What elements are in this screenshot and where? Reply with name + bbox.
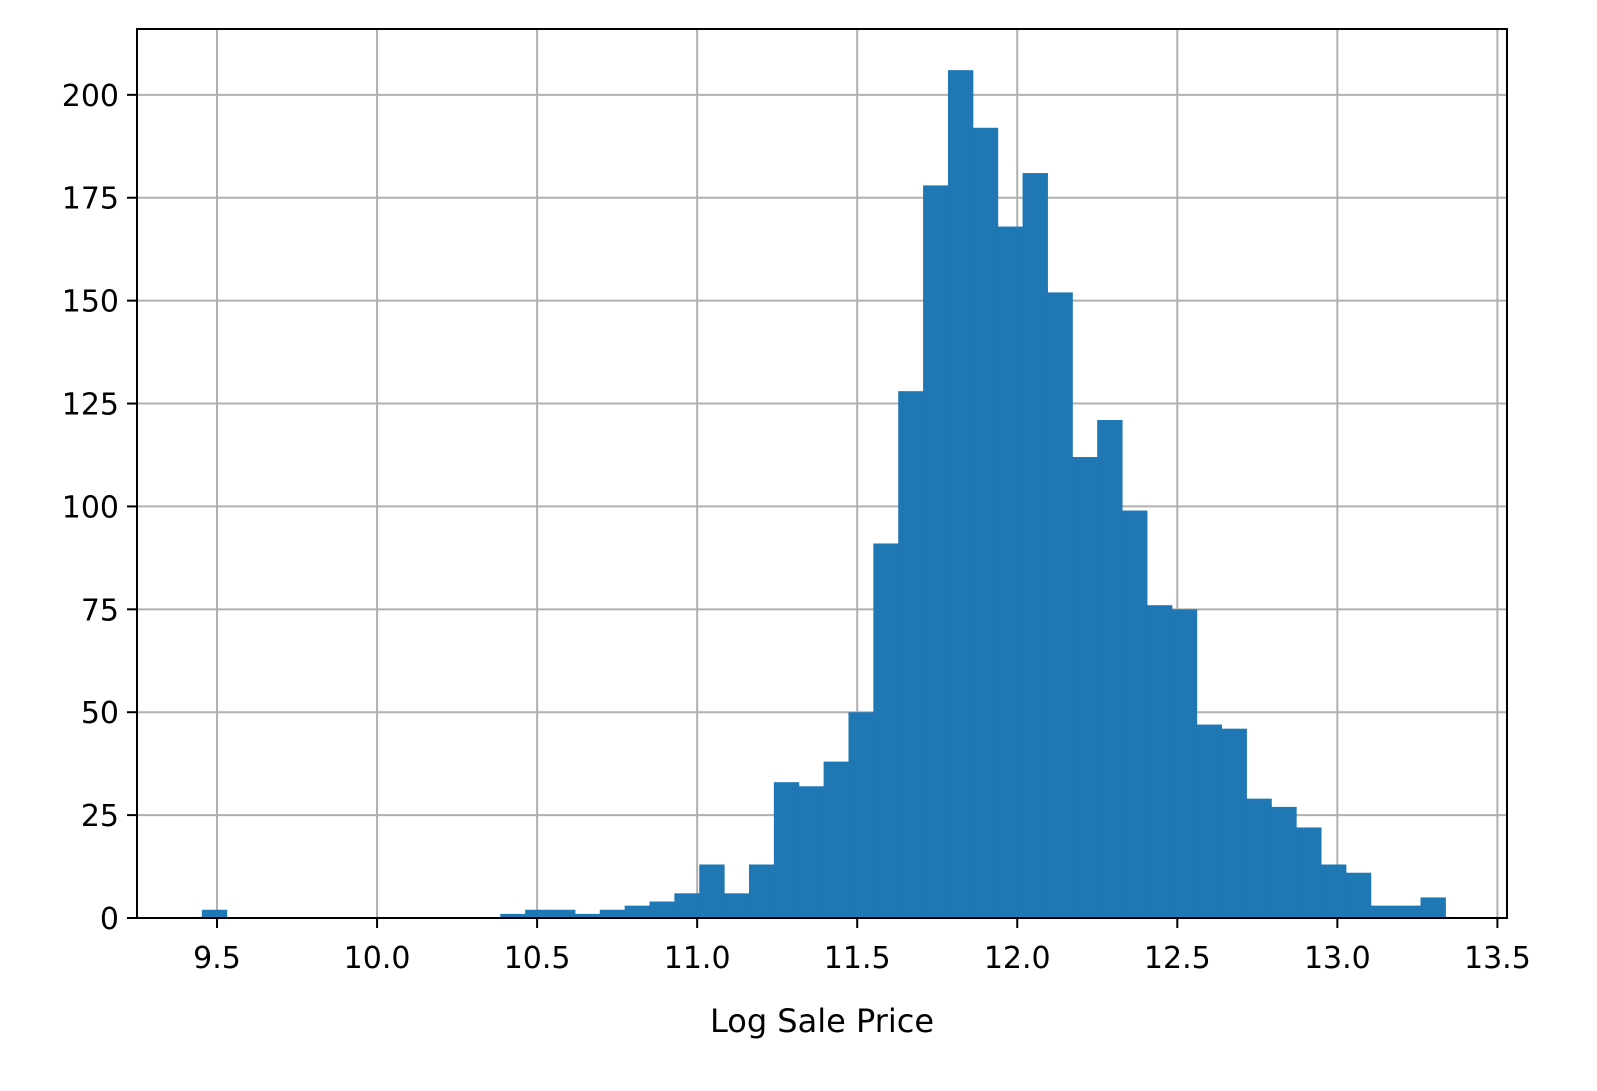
y-tick-label: 200 xyxy=(62,79,119,114)
histogram-bar xyxy=(1321,864,1347,918)
histogram-bar xyxy=(997,226,1024,919)
histogram-bar xyxy=(773,782,800,918)
histogram-bar xyxy=(1345,872,1372,918)
histogram-bar xyxy=(823,761,849,918)
y-tick-label: 100 xyxy=(62,490,119,525)
histogram-bar xyxy=(724,893,750,918)
histogram-bar xyxy=(674,893,700,918)
y-tick-label: 125 xyxy=(62,388,119,423)
histogram-bar xyxy=(1370,905,1397,918)
axis-ticks: 9.5 10.0 10.5 11.0 11.5 12.0 12.5 13.0 13.5 0 25 50… xyxy=(62,79,1531,976)
histogram-bar xyxy=(1146,605,1173,918)
histogram-bar xyxy=(1196,724,1223,918)
x-tick-label: 12.0 xyxy=(984,941,1051,976)
histogram-bar xyxy=(1022,173,1048,919)
histogram-bar xyxy=(1296,827,1322,918)
histogram-bar xyxy=(550,909,576,918)
histogram-bar xyxy=(201,909,228,918)
histogram-bar xyxy=(1246,798,1272,918)
y-tick-label: 75 xyxy=(81,593,119,628)
y-tick-label: 150 xyxy=(62,285,119,320)
histogram-bar xyxy=(848,712,874,918)
histogram-bar xyxy=(748,864,775,918)
histogram-bar xyxy=(1122,510,1148,918)
histogram-bar xyxy=(798,786,825,918)
y-tick-label: 50 xyxy=(81,696,119,731)
histogram-bar xyxy=(649,901,675,918)
histogram-bar xyxy=(1221,728,1247,918)
histogram-bar xyxy=(1097,419,1123,918)
histogram-bar xyxy=(1171,609,1198,918)
histogram-bar xyxy=(574,913,601,918)
grid-lines xyxy=(137,29,1507,919)
x-tick-label: 9.5 xyxy=(193,941,241,976)
histogram-bar xyxy=(898,391,924,918)
histogram-bar xyxy=(699,864,725,918)
y-tick-label: 0 xyxy=(100,902,119,937)
histogram-bar xyxy=(500,913,526,918)
x-tick-label: 12.5 xyxy=(1144,941,1211,976)
histogram-bar xyxy=(1047,292,1073,918)
histogram-bar xyxy=(624,905,651,918)
x-tick-label: 11.0 xyxy=(664,941,731,976)
histogram-bar xyxy=(972,127,999,919)
x-axis-label: Log Sale Price xyxy=(710,1002,934,1040)
plot-frame xyxy=(136,28,1508,919)
x-tick-label: 13.5 xyxy=(1464,941,1531,976)
x-tick-label: 10.5 xyxy=(504,941,571,976)
histogram-bar xyxy=(1271,806,1297,918)
x-tick-label: 11.5 xyxy=(824,941,891,976)
y-tick-label: 175 xyxy=(62,182,119,217)
histogram-bars xyxy=(201,70,1446,919)
histogram-bar xyxy=(873,543,899,918)
histogram-bar xyxy=(599,909,626,918)
histogram-bar xyxy=(1420,897,1446,918)
histogram-bar xyxy=(1072,457,1098,918)
y-tick-label: 25 xyxy=(81,799,119,834)
x-tick-label: 10.0 xyxy=(344,941,411,976)
histogram-bar xyxy=(1395,905,1422,918)
histogram-bar xyxy=(525,909,551,918)
x-tick-label: 13.0 xyxy=(1304,941,1371,976)
histogram-bar xyxy=(947,70,974,918)
histogram-bar xyxy=(923,185,949,919)
